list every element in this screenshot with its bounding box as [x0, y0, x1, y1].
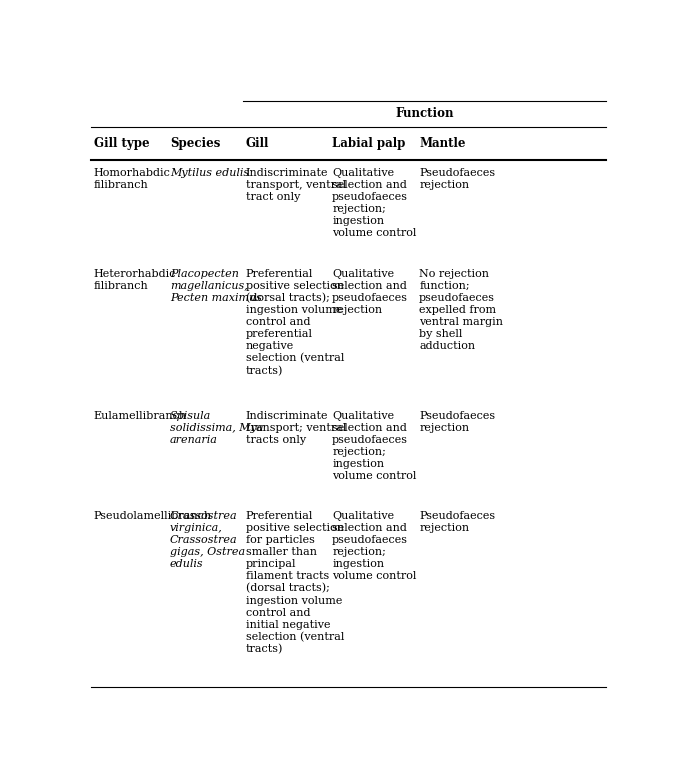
Text: Gill type: Gill type	[94, 137, 149, 150]
Text: Qualitative
selection and
pseudofaeces
rejection: Qualitative selection and pseudofaeces r…	[332, 268, 408, 314]
Text: Eulamellibranch: Eulamellibranch	[94, 411, 187, 421]
Text: Labial palp: Labial palp	[332, 137, 405, 150]
Text: Crassostrea
virginica,
Crassostrea
gigas, Ostrea
edulis: Crassostrea virginica, Crassostrea gigas…	[170, 511, 245, 569]
Text: Qualitative
selection and
pseudofaeces
rejection;
ingestion
volume control: Qualitative selection and pseudofaeces r…	[332, 511, 416, 581]
Text: No rejection
function;
pseudofaeces
expelled from
ventral margin
by shell
adduct: No rejection function; pseudofaeces expe…	[419, 268, 503, 350]
Text: Pseudofaeces
rejection: Pseudofaeces rejection	[419, 511, 495, 534]
Text: Mytilus edulis: Mytilus edulis	[170, 168, 249, 179]
Text: Preferential
positive selection
for particles
smaller than
principal
filament tr: Preferential positive selection for part…	[245, 511, 344, 654]
Text: Qualitative
selection and
pseudofaeces
rejection;
ingestion
volume control: Qualitative selection and pseudofaeces r…	[332, 411, 416, 480]
Text: Pseudofaeces
rejection: Pseudofaeces rejection	[419, 168, 495, 190]
Text: Gill: Gill	[245, 137, 269, 150]
Text: Heterorhabdic
filibranch: Heterorhabdic filibranch	[94, 268, 176, 291]
Text: Homorhabdic
filibranch: Homorhabdic filibranch	[94, 168, 171, 190]
Text: Preferential
positive selection
(dorsal tracts);
ingestion volume
control and
pr: Preferential positive selection (dorsal …	[245, 268, 344, 376]
Text: Placopecten
magellanicus,
Pecten maximus: Placopecten magellanicus, Pecten maximus	[170, 268, 262, 303]
Text: Mantle: Mantle	[419, 137, 466, 150]
Text: Qualitative
selection and
pseudofaeces
rejection;
ingestion
volume control: Qualitative selection and pseudofaeces r…	[332, 168, 416, 238]
Text: Indiscriminate
transport; ventral
tracts only: Indiscriminate transport; ventral tracts…	[245, 411, 346, 445]
Text: Spisula
solidissima, Mya
arenaria: Spisula solidissima, Mya arenaria	[170, 411, 263, 445]
Text: Species: Species	[170, 137, 220, 150]
Text: Pseudofaeces
rejection: Pseudofaeces rejection	[419, 411, 495, 433]
Text: Function: Function	[395, 108, 454, 120]
Text: Pseudolamellibranch: Pseudolamellibranch	[94, 511, 212, 521]
Text: Indiscriminate
transport, ventral
tract only: Indiscriminate transport, ventral tract …	[245, 168, 346, 202]
